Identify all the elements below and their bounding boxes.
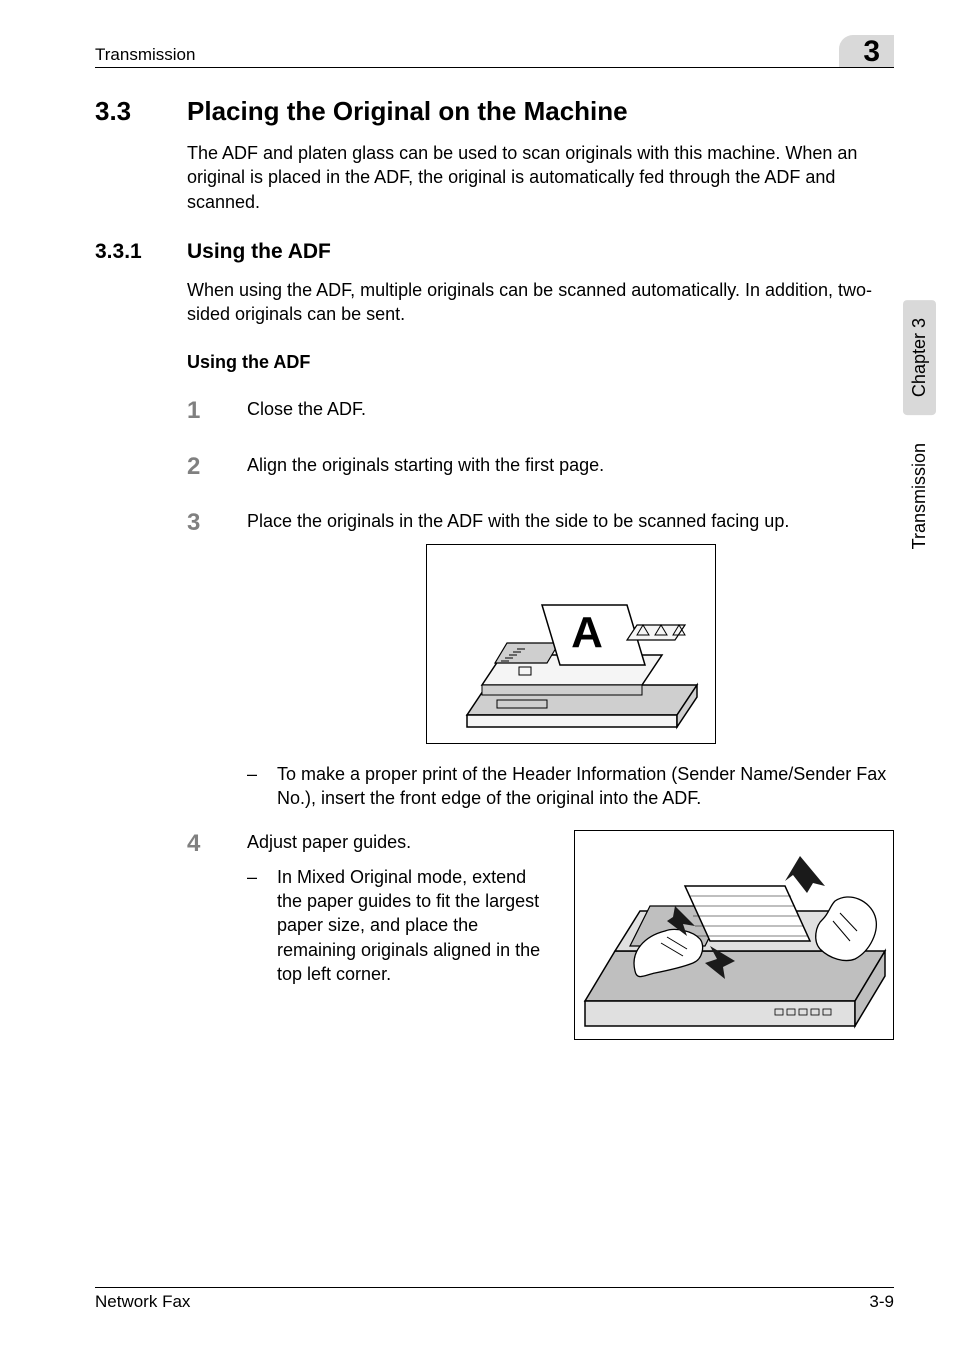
side-chapter-tab: Chapter 3 (903, 300, 936, 415)
step-3: 3 Place the originals in the ADF with th… (187, 509, 894, 820)
side-section-label: Transmission (903, 433, 936, 559)
bullet-dash-icon: – (247, 865, 277, 986)
figure-adf-load: A (247, 544, 894, 744)
step-2: 2 Align the originals starting with the … (187, 453, 894, 481)
bullet-dash-icon: – (247, 762, 277, 811)
bullet-text: In Mixed Original mode, extend the paper… (277, 865, 554, 986)
section-title: Placing the Original on the Machine (187, 96, 628, 127)
chapter-number-tab: 3 (839, 35, 894, 67)
side-tabs: Chapter 3 Transmission (903, 300, 936, 559)
page-footer: Network Fax 3-9 (95, 1287, 894, 1312)
procedure-heading: Using the ADF (187, 352, 894, 373)
step-4-note: – In Mixed Original mode, extend the pap… (247, 865, 554, 986)
step-number: 1 (187, 397, 247, 425)
bullet-text: To make a proper print of the Header Inf… (277, 762, 894, 811)
section-heading: 3.3 Placing the Original on the Machine (95, 96, 894, 127)
svg-text:A: A (571, 608, 603, 657)
step-1: 1 Close the ADF. (187, 397, 894, 425)
step-text: Place the originals in the ADF with the … (247, 509, 894, 820)
subsection-heading: 3.3.1 Using the ADF (95, 240, 894, 264)
header-section-name: Transmission (95, 45, 195, 65)
footer-left: Network Fax (95, 1292, 190, 1312)
subsection-title: Using the ADF (187, 240, 331, 264)
subsection-intro: When using the ADF, multiple originals c… (187, 278, 894, 327)
step-number: 2 (187, 453, 247, 481)
step-4-content: Adjust paper guides. – In Mixed Original… (247, 830, 894, 1040)
step-text-span: Place the originals in the ADF with the … (247, 511, 789, 531)
adf-illustration-icon: A (427, 545, 717, 745)
figure-paper-guides (574, 830, 894, 1040)
page-header: Transmission 3 (95, 35, 894, 68)
step-text: Close the ADF. (247, 397, 894, 421)
page: Transmission 3 3.3 Placing the Original … (0, 0, 954, 1352)
step-4-text-block: Adjust paper guides. – In Mixed Original… (247, 830, 554, 996)
step-4: 4 Adjust paper guides. – In Mixed Origin… (187, 830, 894, 1040)
step-number: 4 (187, 830, 247, 858)
section-number: 3.3 (95, 96, 187, 127)
figure-1-box: A (426, 544, 716, 744)
step-text: Align the originals starting with the fi… (247, 453, 894, 477)
step-text-span: Adjust paper guides. (247, 832, 411, 852)
paper-guides-illustration-icon (575, 831, 895, 1041)
step-number: 3 (187, 509, 247, 537)
footer-right: 3-9 (869, 1292, 894, 1312)
section-intro: The ADF and platen glass can be used to … (187, 141, 894, 214)
subsection-number: 3.3.1 (95, 240, 187, 264)
step-3-note: – To make a proper print of the Header I… (247, 762, 894, 811)
